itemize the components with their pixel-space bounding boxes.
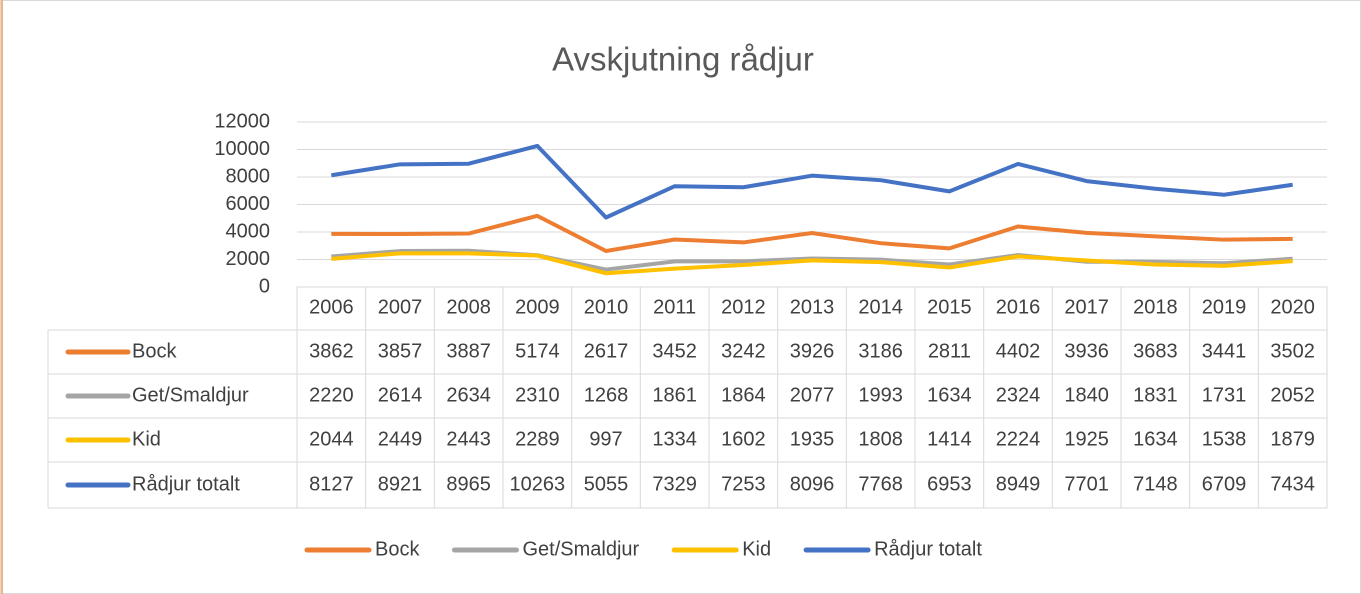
table-value: 8127 bbox=[309, 473, 354, 495]
table-value: 7253 bbox=[721, 473, 766, 495]
table-value: 3242 bbox=[721, 340, 766, 362]
series-line bbox=[331, 213, 1293, 254]
y-tick-label: 4000 bbox=[226, 220, 271, 242]
x-tick-label: 2017 bbox=[1064, 296, 1109, 318]
table-value: 3186 bbox=[858, 340, 903, 362]
table-value: 7434 bbox=[1270, 473, 1315, 495]
table-value: 6953 bbox=[927, 473, 972, 495]
table-value: 3862 bbox=[309, 340, 354, 362]
table-value: 5055 bbox=[584, 473, 629, 495]
x-tick-label: 2015 bbox=[927, 296, 972, 318]
y-tick-label: 8000 bbox=[226, 165, 271, 187]
table-value: 3857 bbox=[378, 340, 423, 362]
x-tick-label: 2008 bbox=[446, 296, 491, 318]
table-value: 2449 bbox=[378, 428, 423, 450]
x-tick-label: 2011 bbox=[653, 296, 696, 318]
table-value: 8965 bbox=[446, 473, 491, 495]
table-value: 3683 bbox=[1133, 340, 1178, 362]
table-value: 7329 bbox=[652, 473, 697, 495]
table-value: 1602 bbox=[721, 428, 766, 450]
table-value: 1538 bbox=[1202, 428, 1247, 450]
x-tick-label: 2013 bbox=[790, 296, 835, 318]
table-value: 1414 bbox=[927, 428, 972, 450]
table-value: 2614 bbox=[378, 384, 423, 406]
table-value: 1840 bbox=[1064, 384, 1109, 406]
x-tick-label: 2006 bbox=[309, 296, 354, 318]
table-value: 1993 bbox=[858, 384, 903, 406]
series-line bbox=[331, 251, 1293, 276]
table-value: 10263 bbox=[510, 473, 566, 495]
table-value: 1634 bbox=[927, 384, 972, 406]
x-tick-label: 2018 bbox=[1133, 296, 1178, 318]
x-tick-label: 2020 bbox=[1270, 296, 1315, 318]
x-tick-label: 2010 bbox=[584, 296, 629, 318]
series-line bbox=[331, 143, 1293, 220]
table-value: 1864 bbox=[721, 384, 766, 406]
table-value: 1831 bbox=[1133, 384, 1178, 406]
table-value: 2220 bbox=[309, 384, 354, 406]
table-series-name: Kid bbox=[132, 428, 161, 450]
table-value: 1925 bbox=[1064, 428, 1109, 450]
table-value: 8096 bbox=[790, 473, 835, 495]
table-value: 2310 bbox=[515, 384, 560, 406]
table-value: 2052 bbox=[1270, 384, 1315, 406]
table-value: 7148 bbox=[1133, 473, 1178, 495]
chart-title: Avskjutning rådjur bbox=[552, 41, 814, 78]
table-value: 2324 bbox=[996, 384, 1041, 406]
x-tick-label: 2014 bbox=[858, 296, 903, 318]
table-value: 1731 bbox=[1202, 384, 1247, 406]
table-value: 3887 bbox=[446, 340, 491, 362]
table-value: 1634 bbox=[1133, 428, 1178, 450]
y-tick-label: 12000 bbox=[214, 110, 270, 132]
table-series-name: Get/Smaldjur bbox=[132, 384, 249, 406]
legend-label: Get/Smaldjur bbox=[522, 538, 639, 560]
x-tick-label: 2016 bbox=[996, 296, 1041, 318]
table-value: 997 bbox=[589, 428, 622, 450]
table-value: 1879 bbox=[1270, 428, 1315, 450]
table-value: 1935 bbox=[790, 428, 835, 450]
table-value: 2224 bbox=[996, 428, 1041, 450]
table-value: 3452 bbox=[652, 340, 697, 362]
table-value: 2617 bbox=[584, 340, 629, 362]
table-value: 1268 bbox=[584, 384, 629, 406]
table-value: 4402 bbox=[996, 340, 1041, 362]
legend-label: Rådjur totalt bbox=[874, 538, 982, 560]
table-value: 1861 bbox=[652, 384, 697, 406]
table-value: 2077 bbox=[790, 384, 835, 406]
x-tick-label: 2009 bbox=[515, 296, 560, 318]
table-value: 2443 bbox=[446, 428, 491, 450]
x-tick-label: 2012 bbox=[721, 296, 766, 318]
table-value: 2289 bbox=[515, 428, 560, 450]
table-value: 2811 bbox=[928, 340, 971, 362]
y-tick-label: 2000 bbox=[226, 248, 271, 270]
table-value: 1808 bbox=[858, 428, 903, 450]
table-value: 6709 bbox=[1202, 473, 1247, 495]
table-value: 7768 bbox=[858, 473, 903, 495]
table-value: 2044 bbox=[309, 428, 354, 450]
table-value: 3936 bbox=[1064, 340, 1109, 362]
y-tick-label: 0 bbox=[259, 275, 270, 297]
x-tick-label: 2007 bbox=[378, 296, 423, 318]
table-value: 3502 bbox=[1270, 340, 1315, 362]
x-tick-label: 2019 bbox=[1202, 296, 1247, 318]
table-value: 3441 bbox=[1202, 340, 1247, 362]
table-value: 8921 bbox=[378, 473, 423, 495]
table-value: 1334 bbox=[652, 428, 697, 450]
table-value: 7701 bbox=[1064, 473, 1109, 495]
table-value: 2634 bbox=[446, 384, 491, 406]
table-value: 5174 bbox=[515, 340, 560, 362]
legend-label: Bock bbox=[375, 538, 420, 560]
table-value: 3926 bbox=[790, 340, 835, 362]
y-tick-label: 10000 bbox=[214, 138, 270, 160]
table-series-name: Rådjur totalt bbox=[132, 473, 240, 495]
table-series-name: Bock bbox=[132, 340, 177, 362]
table-value: 8949 bbox=[996, 473, 1041, 495]
y-tick-label: 6000 bbox=[226, 193, 271, 215]
legend-label: Kid bbox=[742, 538, 771, 560]
